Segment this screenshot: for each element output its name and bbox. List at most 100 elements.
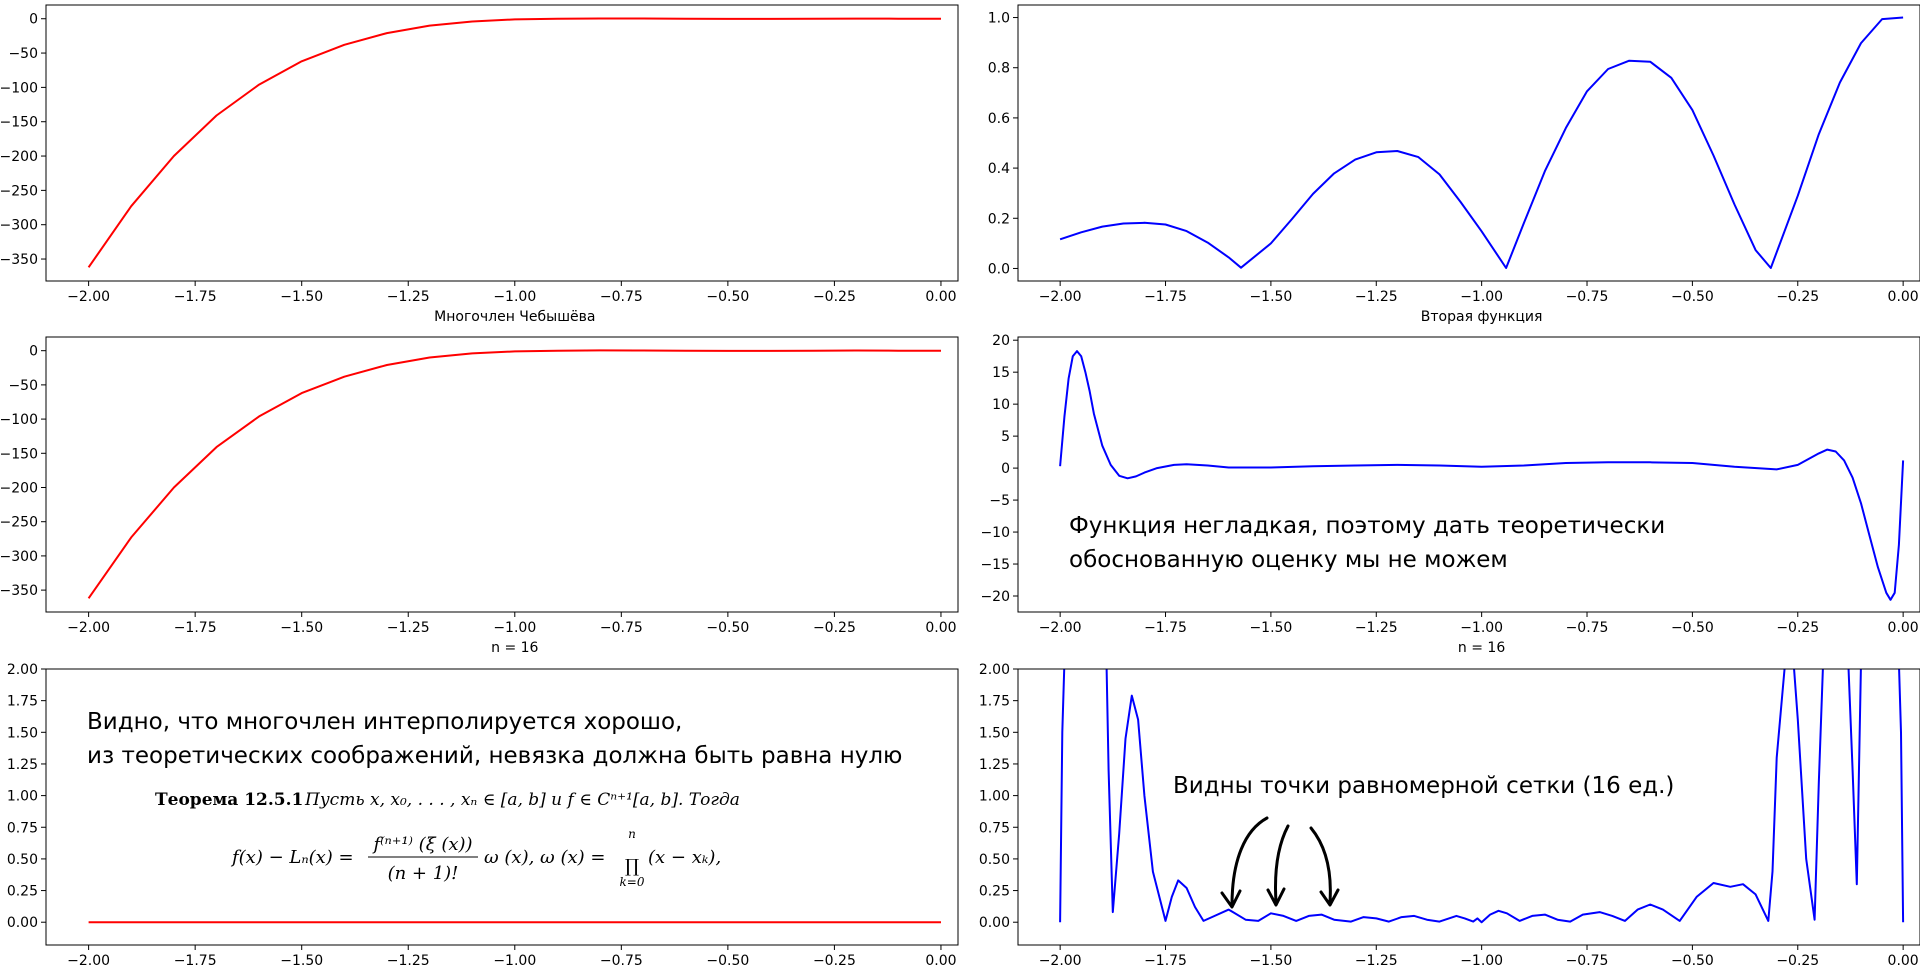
formula-omega: ω (x), ω (x) =: [484, 847, 605, 868]
y-tick-label: 2.00: [7, 662, 38, 678]
x-axis-title: Вторая функция: [1421, 309, 1543, 325]
x-tick-label: −2.00: [67, 953, 110, 969]
formula-denominator: (n + 1)!: [388, 863, 459, 884]
y-tick-label: 0.25: [7, 884, 38, 900]
x-tick-label: −1.00: [1460, 953, 1503, 969]
x-tick-label: 0.00: [1888, 620, 1919, 636]
x-tick-label: −1.75: [1144, 953, 1187, 969]
chart-top-left: −2.00 −1.75 −1.50 −1.25 −1.00 −0.75 −0.50 −0.25…: [0, 4, 959, 325]
x-tick-label: −1.50: [280, 620, 323, 636]
x-tick-label: −1.25: [1355, 953, 1398, 969]
x-tick-label: −1.50: [1249, 953, 1292, 969]
annotation-text: Видно, что многочлен интерполируется хор…: [87, 709, 902, 769]
x-tick-label: −1.25: [387, 289, 430, 305]
y-tick-label: 0.2: [988, 211, 1010, 227]
y-tick-label: −10: [980, 525, 1010, 541]
y-tick-label: 20: [992, 333, 1010, 349]
y-tick-label: 0.25: [979, 884, 1010, 900]
axes-frame: [45, 336, 959, 613]
x-tick-label: −0.75: [600, 289, 643, 305]
chart-top-right: −2.00 −1.75 −1.50 −1.25 −1.00 −0.75 −0.50 −0.25…: [988, 4, 1920, 325]
y-tick-label: 0.50: [7, 852, 38, 868]
y-tick-label: −100: [0, 412, 38, 428]
x-tick-label: −0.75: [1566, 289, 1609, 305]
axes-frame: [1017, 336, 1920, 613]
y-tick-label: −50: [8, 46, 38, 62]
x-tick-label: −1.75: [174, 289, 217, 305]
y-tick-label: −200: [0, 480, 38, 496]
y-tick-label: 0.6: [988, 111, 1010, 127]
axes-frame: [1017, 4, 1920, 282]
x-tick-label: −1.75: [174, 953, 217, 969]
y-tick-label: −150: [0, 446, 38, 462]
x-tick-label: −2.00: [67, 289, 110, 305]
y-tick-label: −350: [0, 252, 38, 268]
x-axis-title: Многочлен Чебышёва: [434, 309, 595, 325]
x-tick-label: 0.00: [925, 953, 956, 969]
series-line: [87, 349, 941, 599]
axes-frame: [45, 668, 959, 946]
x-tick-label: −0.50: [706, 620, 749, 636]
y-tick-label: 1.50: [979, 725, 1010, 741]
x-tick-label: −1.50: [280, 289, 323, 305]
y-tick-label: 0.75: [979, 820, 1010, 836]
x-tick-label: −2.00: [1039, 289, 1082, 305]
annotation-text: Видны точки равномерной сетки (16 ед.): [1173, 773, 1674, 799]
x-tick-label: −2.00: [1039, 620, 1082, 636]
y-tick-label: 0.8: [988, 61, 1010, 77]
theorem-heading: Теорема 12.5.1: [155, 790, 303, 810]
y-tick-label: 5: [1001, 429, 1010, 445]
y-tick-label: 0: [29, 12, 38, 28]
hand-drawn-arrow: [1266, 824, 1290, 907]
x-tick-label: 0.00: [925, 620, 956, 636]
product-upper-limit: n: [628, 827, 636, 841]
x-tick-label: −0.50: [1671, 620, 1714, 636]
hand-drawn-arrow: [1220, 816, 1269, 909]
series-line: [1059, 16, 1904, 269]
y-tick-label: 0.75: [7, 820, 38, 836]
y-tick-label: −300: [0, 549, 38, 565]
y-tick-label: −100: [0, 80, 38, 96]
x-tick-label: −1.75: [174, 620, 217, 636]
y-tick-label: 2.00: [979, 662, 1010, 678]
x-tick-label: −0.25: [813, 620, 856, 636]
x-tick-label: −1.50: [1249, 289, 1292, 305]
x-tick-label: −1.00: [1460, 620, 1503, 636]
x-tick-label: −0.75: [1566, 620, 1609, 636]
x-tick-label: 0.00: [1888, 289, 1919, 305]
x-tick-label: −0.25: [1776, 620, 1819, 636]
y-tick-label: 1.0: [988, 11, 1010, 27]
y-tick-label: 1.25: [7, 757, 38, 773]
x-tick-label: −0.50: [1671, 289, 1714, 305]
y-tick-label: −300: [0, 218, 38, 234]
chart-bottom-left: −2.00 −1.75 −1.50 −1.25 −1.00 −0.75 −0.50 −0.25…: [7, 662, 959, 969]
product-lower-limit: k=0: [620, 875, 645, 889]
annotation-text: Функция негладкая, поэтому дать теоретич…: [1069, 513, 1665, 573]
x-tick-label: −0.25: [813, 289, 856, 305]
y-tick-label: −200: [0, 149, 38, 165]
y-tick-label: −250: [0, 183, 38, 199]
theorem-statement: Пусть x, x₀, . . . , xₙ ∈ [a, b] и f ∈ C…: [304, 790, 740, 810]
x-tick-label: −1.50: [1249, 620, 1292, 636]
x-tick-label: −0.75: [1566, 953, 1609, 969]
x-tick-label: −1.00: [493, 620, 536, 636]
series-line: [1059, 669, 1905, 924]
y-tick-label: 0.0: [988, 261, 1010, 277]
x-tick-label: −1.50: [280, 953, 323, 969]
x-tick-label: −1.00: [493, 289, 536, 305]
x-tick-label: −0.50: [1671, 953, 1714, 969]
y-tick-label: 0: [29, 344, 38, 360]
y-tick-label: −350: [0, 583, 38, 599]
x-tick-label: −0.50: [706, 953, 749, 969]
series-line: [1059, 350, 1905, 601]
y-tick-label: 1.75: [7, 694, 38, 710]
y-tick-label: 1.00: [7, 789, 38, 805]
chart-bottom-right: −2.00 −1.75 −1.50 −1.25 −1.00 −0.75 −0.50 −0.25…: [979, 662, 1920, 969]
y-tick-label: 1.50: [7, 725, 38, 741]
x-tick-label: −0.25: [1776, 953, 1819, 969]
x-tick-label: 0.00: [925, 289, 956, 305]
x-tick-label: −1.75: [1144, 620, 1187, 636]
x-axis-title: n = 16: [1458, 640, 1505, 656]
series-line: [87, 17, 941, 268]
